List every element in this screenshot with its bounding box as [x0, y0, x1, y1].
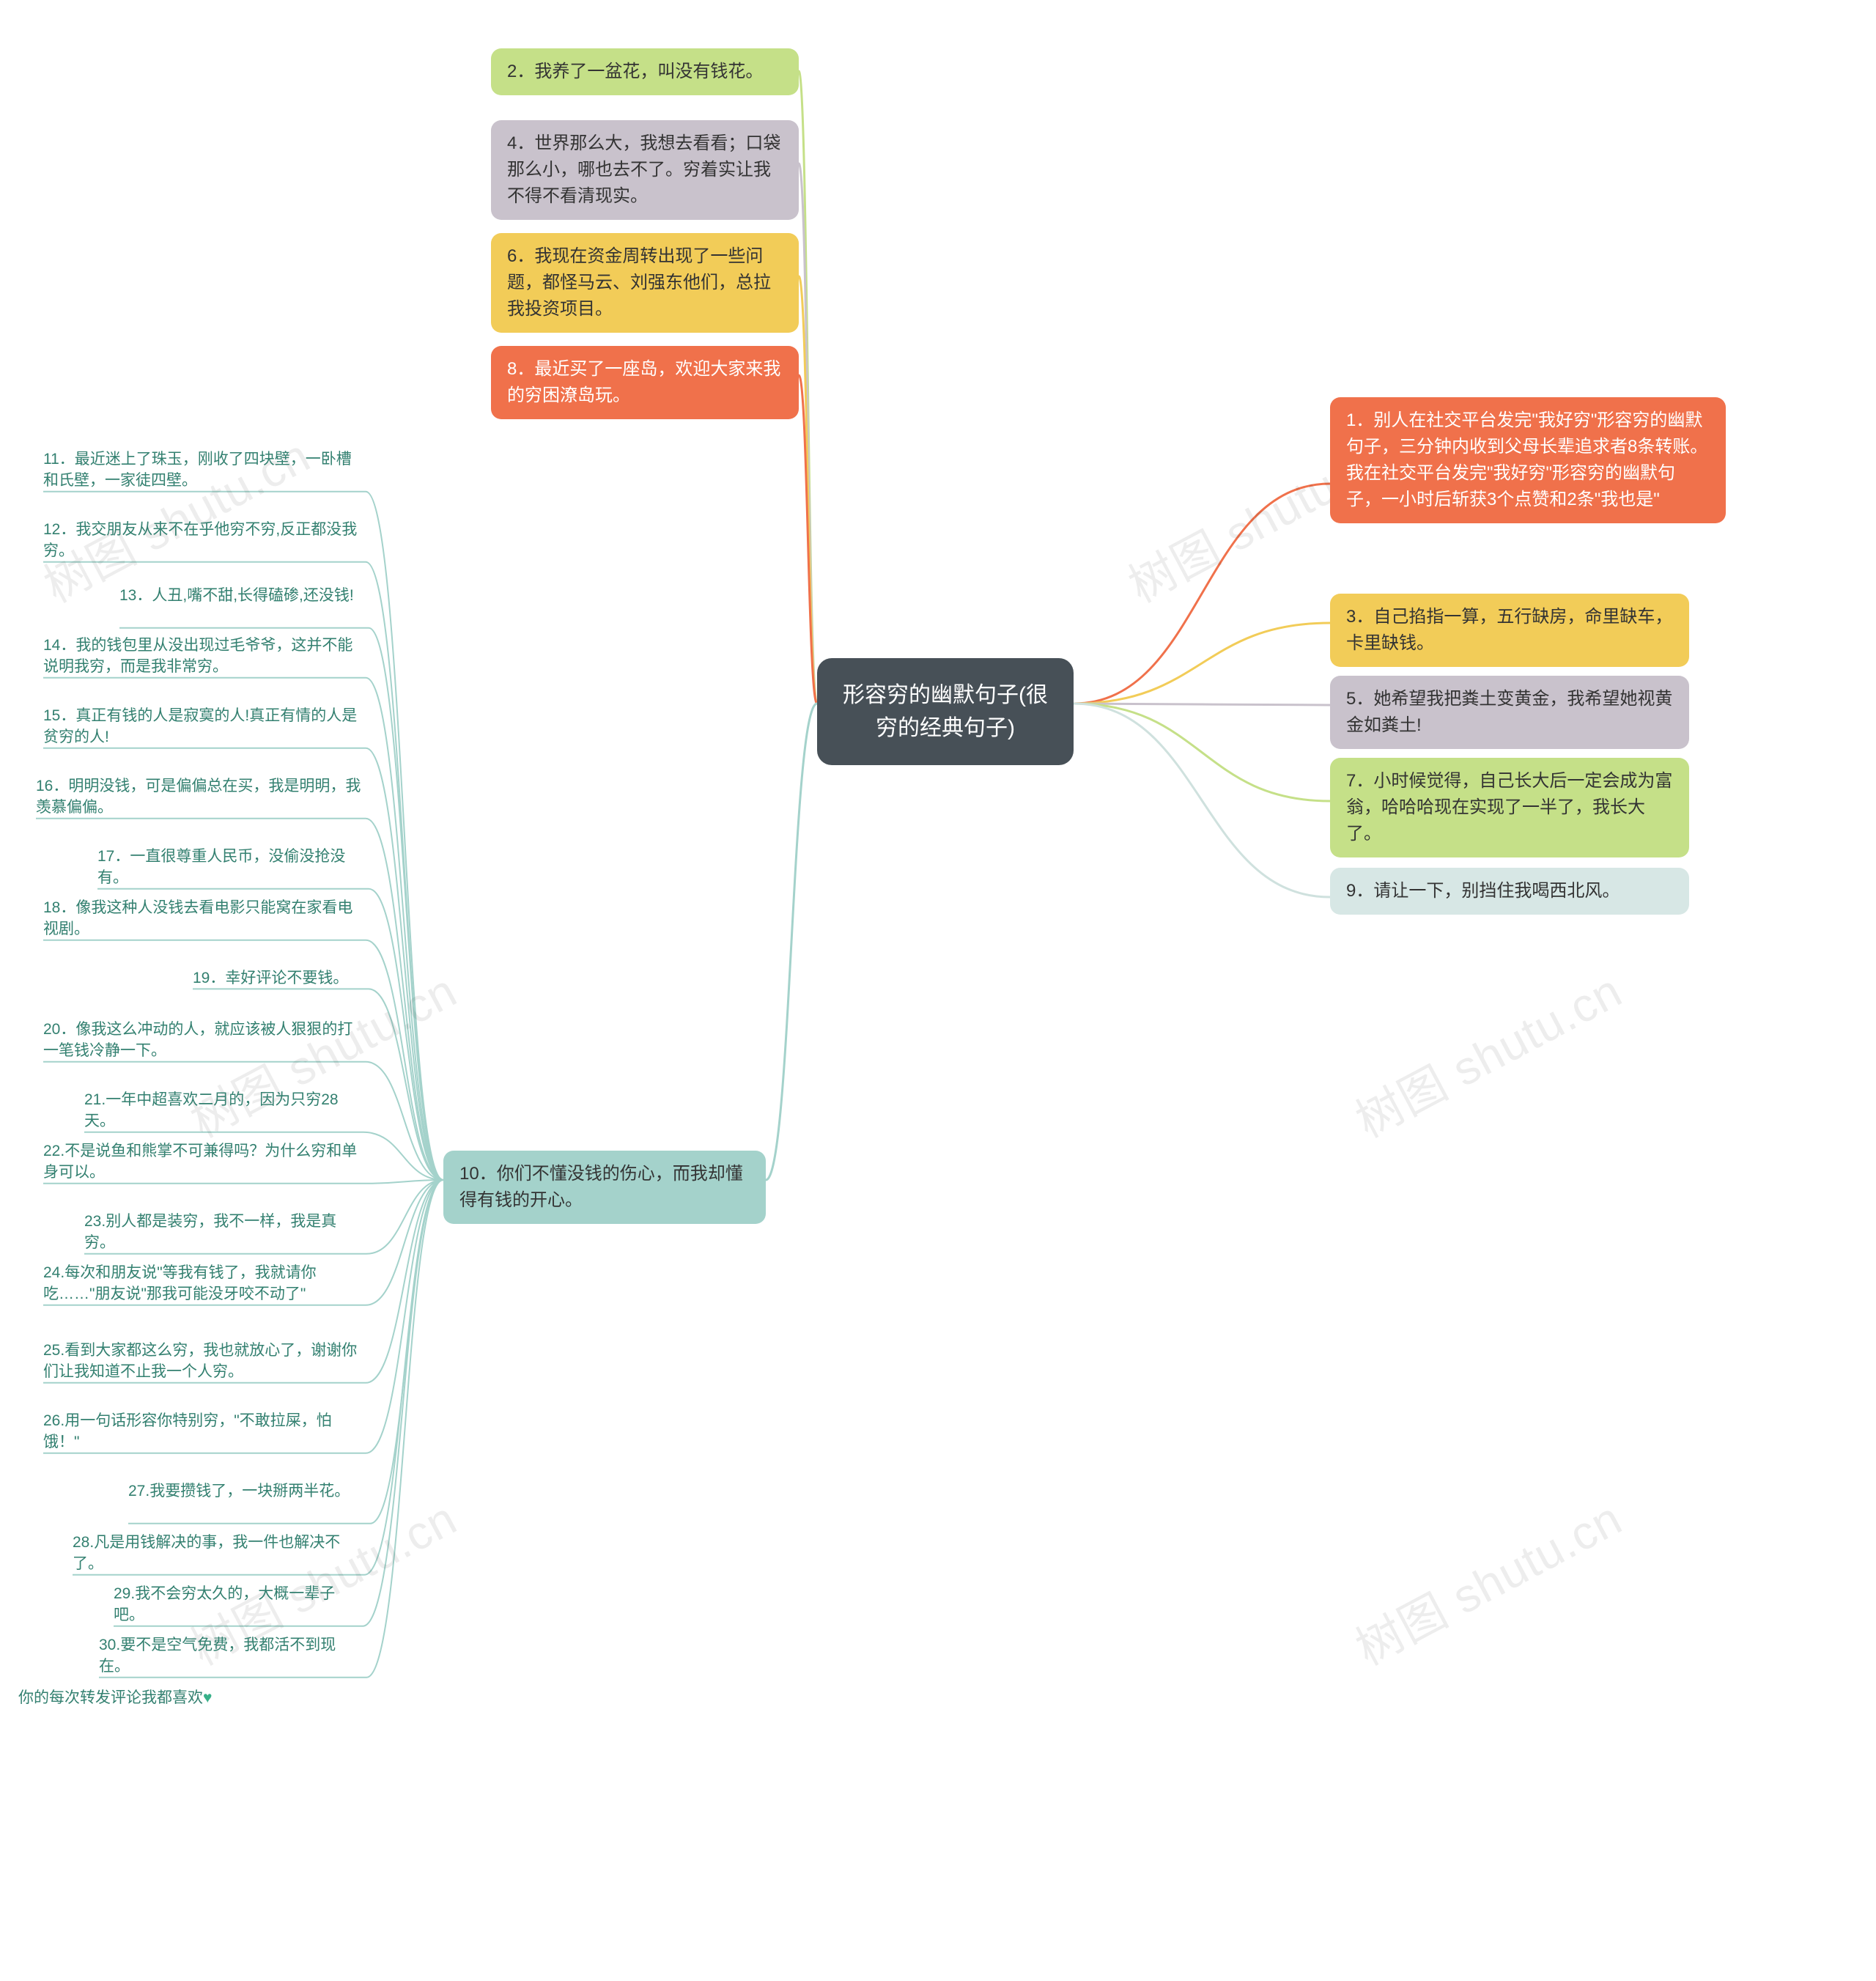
sub-item[interactable]: 13．人丑,嘴不甜,长得磕碜,还没钱! [119, 580, 369, 610]
sub-item[interactable]: 19．幸好评论不要钱。 [193, 963, 369, 993]
branch-l4[interactable]: 4．世界那么大，我想去看看；口袋那么小，哪也去不了。穷着实让我不得不看清现实。 [491, 120, 799, 220]
sub-item[interactable]: 17．一直很尊重人民币，没偷没抢没有。 [97, 841, 369, 893]
branch-l6[interactable]: 6．我现在资金周转出现了一些问题，都怪马云、刘强东他们，总拉我投资项目。 [491, 233, 799, 333]
sub-item[interactable]: 28.凡是用钱解决的事，我一件也解决不了。 [73, 1527, 364, 1579]
sub-item[interactable]: 29.我不会穷太久的，大概一辈子吧。 [114, 1579, 363, 1631]
branch-r1[interactable]: 1．别人在社交平台发完"我好穷"形容穷的幽默句子，三分钟内收到父母长辈追求者8条… [1330, 397, 1726, 523]
branch-l10[interactable]: 10．你们不懂没钱的伤心，而我却懂得有钱的开心。 [443, 1151, 766, 1224]
sub-item[interactable]: 30.要不是空气免费，我都活不到现在。 [99, 1630, 366, 1682]
sub-item[interactable]: 25.看到大家都这么穷，我也就放心了，谢谢你们让我知道不止我一个人穷。 [43, 1335, 366, 1387]
sub-item[interactable]: 20．像我这么冲动的人，就应该被人狠狠的打一笔钱冷静一下。 [43, 1014, 366, 1066]
sub-item[interactable]: 15．真正有钱的人是寂寞的人!真正有情的人是贫穷的人! [43, 701, 366, 753]
branch-r5[interactable]: 5．她希望我把粪土变黄金，我希望她视黄金如粪土! [1330, 676, 1689, 749]
sub-item[interactable]: 21.一年中超喜欢二月的，因为只穷28天。 [84, 1085, 363, 1137]
mindmap-canvas: 树图 shutu.cn树图 shutu.cn树图 shutu.cn树图 shut… [0, 0, 1876, 1981]
sub-item[interactable]: 23.别人都是装穷，我不一样，我是真穷。 [84, 1206, 366, 1258]
sub-item[interactable]: 18．像我这种人没钱去看电影只能窝在家看电视剧。 [43, 893, 366, 945]
branch-r7[interactable]: 7．小时候觉得，自己长大后一定会成为富翁，哈哈哈现在实现了一半了，我长大了。 [1330, 758, 1689, 857]
center-topic[interactable]: 形容穷的幽默句子(很穷的经典句子) [817, 658, 1074, 765]
sub-item[interactable]: 27.我要攒钱了，一块掰两半花。 [128, 1476, 370, 1506]
sub-item[interactable]: 11．最近迷上了珠玉，刚收了四块壁，一卧槽和氏壁，一家徒四壁。 [43, 444, 366, 496]
branch-l2[interactable]: 2．我养了一盆花，叫没有钱花。 [491, 48, 799, 95]
watermark: 树图 shutu.cn [1343, 1482, 1632, 1678]
branch-r3[interactable]: 3．自己掐指一算，五行缺房，命里缺车，卡里缺钱。 [1330, 594, 1689, 667]
sub-item[interactable]: 26.用一句话形容你特别穷，"不敢拉屎，怕饿！" [43, 1406, 366, 1458]
sub-item[interactable]: 14．我的钱包里从没出现过毛爷爷，这并不能说明我穷，而是我非常穷。 [43, 630, 366, 682]
heart-icon: ♥ [203, 1689, 212, 1706]
sub-item[interactable]: 24.每次和朋友说"等我有钱了，我就请你吃……"朋友说"那我可能没牙咬不动了" [43, 1258, 366, 1310]
sub-item[interactable]: 12．我交朋友从来不在乎他穷不穷,反正都没我穷。 [43, 514, 366, 567]
sub-item[interactable]: 16．明明没钱，可是偏偏总在买，我是明明，我羡慕偏偏。 [36, 771, 366, 823]
watermark: 树图 shutu.cn [1343, 954, 1632, 1151]
branch-r9[interactable]: 9．请让一下，别挡住我喝西北风。 [1330, 868, 1689, 915]
branch-l8[interactable]: 8．最近买了一座岛，欢迎大家来我的穷困潦岛玩。 [491, 346, 799, 419]
sub-item[interactable]: 22.不是说鱼和熊掌不可兼得吗？为什么穷和单身可以。 [43, 1136, 366, 1188]
footer-note: 你的每次转发评论我都喜欢♥ [18, 1686, 212, 1708]
